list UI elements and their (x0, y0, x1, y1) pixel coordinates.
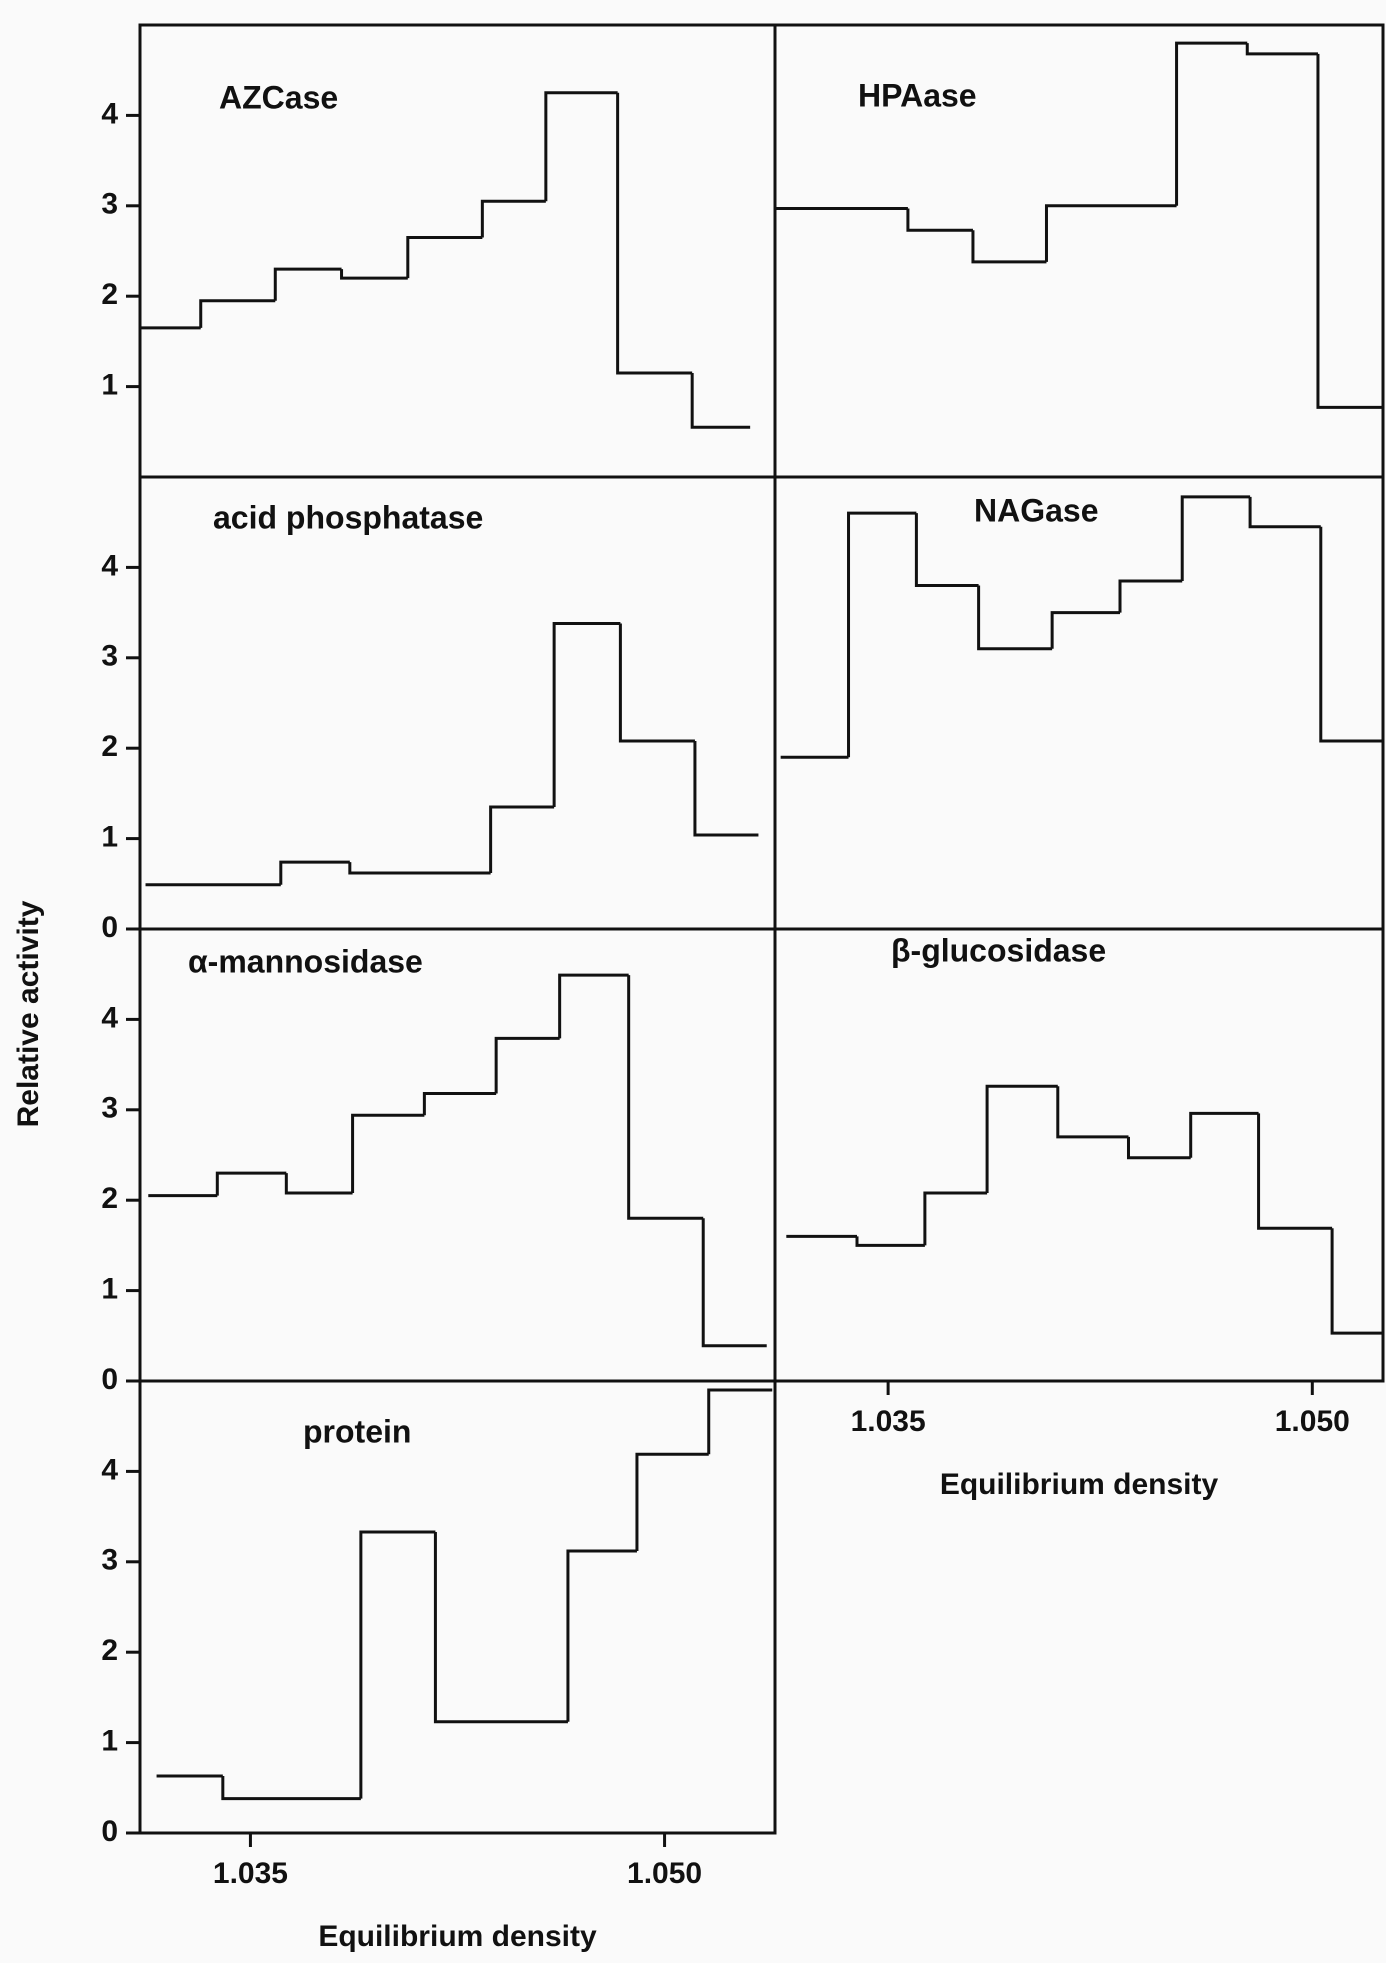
y-tick-label: 2 (101, 1634, 118, 1667)
x-tick-label: 1.035 (851, 1405, 926, 1438)
panel-title: α-mannosidase (188, 943, 423, 979)
y-tick-label: 1 (101, 1273, 118, 1306)
histogram-step (273, 267, 342, 301)
histogram-step (552, 621, 621, 807)
histogram-step (985, 1084, 1058, 1193)
panel-title: AZCase (219, 79, 338, 115)
histogram-step (690, 373, 751, 429)
histogram-step (971, 230, 1047, 264)
y-tick-label: 4 (101, 1453, 118, 1486)
histogram-step (1056, 1086, 1129, 1139)
histogram-step (1180, 495, 1251, 581)
histogram-step (351, 1113, 425, 1193)
histogram-step (906, 208, 973, 232)
histogram-step (855, 1236, 925, 1247)
histogram-step (977, 585, 1053, 651)
histogram-step (199, 299, 276, 328)
y-axis-label: Relative activity (12, 900, 45, 1127)
y-tick-label: 1 (101, 369, 118, 402)
y-tick-label: 3 (101, 1092, 118, 1125)
histogram-step (1050, 611, 1120, 649)
histogram-step (544, 91, 618, 202)
y-tick-label: 0 (101, 1815, 118, 1848)
panel-frame (773, 927, 1385, 1383)
histogram-step (693, 740, 759, 837)
y-tick-label: 0 (101, 1363, 118, 1396)
y-tick-label: 3 (101, 1544, 118, 1577)
histogram-step (847, 511, 917, 758)
panel-title: HPAase (858, 77, 977, 113)
panel-title: acid phosphatase (213, 499, 483, 535)
y-tick-label: 2 (101, 278, 118, 311)
x-tick-label: 1.050 (627, 1857, 702, 1890)
histogram-step (215, 1171, 287, 1196)
x-tick-label: 1.050 (1275, 1405, 1350, 1438)
histogram-step (707, 1388, 773, 1455)
histogram-step (1126, 1136, 1191, 1160)
panel-frame (138, 475, 777, 931)
y-tick-label: 3 (101, 640, 118, 673)
y-tick-label: 4 (101, 1001, 118, 1034)
histogram-step (221, 1776, 361, 1801)
histogram-step (1175, 41, 1248, 206)
histogram-step (627, 975, 704, 1220)
histogram-step (914, 513, 979, 587)
histogram-step (618, 623, 695, 743)
y-tick-label: 4 (101, 549, 118, 582)
y-tick-label: 1 (101, 821, 118, 854)
y-tick-label: 1 (101, 1725, 118, 1758)
histogram-step (348, 862, 491, 875)
x-axis-label: Equilibrium density (940, 1468, 1219, 1501)
histogram-step (923, 1191, 988, 1246)
histogram-step (1189, 1111, 1259, 1158)
histogram-step (422, 1092, 497, 1116)
y-tick-label: 3 (101, 188, 118, 221)
histogram-step (489, 805, 555, 873)
panel-title: protein (303, 1413, 411, 1449)
histogram-step (1044, 204, 1177, 262)
histogram-step (359, 1530, 436, 1799)
histogram-step (494, 1036, 560, 1094)
histogram-step (1319, 526, 1383, 743)
y-tick-label: 4 (101, 97, 118, 130)
histogram-step (1316, 53, 1383, 409)
histogram-step (480, 199, 546, 238)
histogram-step (1257, 1113, 1333, 1230)
histogram-step (1245, 43, 1318, 56)
histogram-step (1248, 496, 1321, 529)
histogram-step (566, 1549, 637, 1722)
panel-frame (138, 927, 777, 1383)
y-tick-label: 2 (101, 1182, 118, 1215)
histogram-step (406, 235, 483, 279)
x-axis-label: Equilibrium density (318, 1920, 597, 1953)
panel-frame (138, 1379, 777, 1835)
histogram-step (340, 269, 408, 280)
panel-frame (773, 475, 1385, 931)
y-tick-label: 2 (101, 730, 118, 763)
y-tick-label: 0 (101, 911, 118, 944)
panel-title: β-glucosidase (891, 932, 1106, 968)
histogram-step (635, 1452, 709, 1551)
histogram-step (279, 860, 350, 885)
x-tick-label: 1.035 (213, 1857, 288, 1890)
histogram-step (616, 92, 693, 375)
histogram-step (284, 1173, 353, 1195)
histogram-step (1118, 579, 1183, 613)
histogram-step (1330, 1228, 1383, 1335)
histogram-step (558, 973, 629, 1039)
histogram-step (433, 1531, 568, 1724)
histogram-step (701, 1218, 767, 1348)
panel-title: NAGase (974, 492, 1099, 528)
